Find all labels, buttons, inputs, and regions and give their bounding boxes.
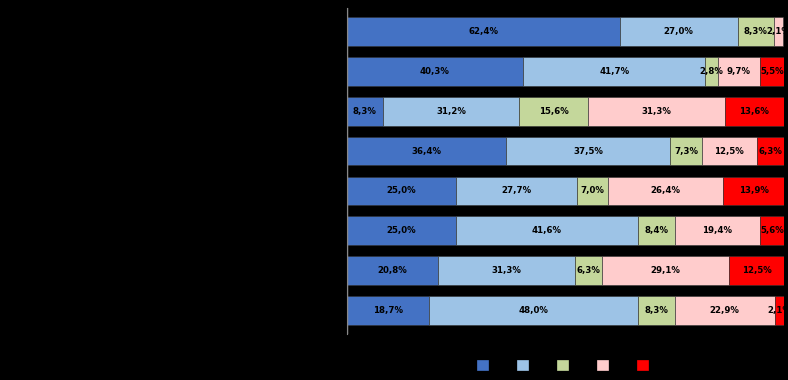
Text: 25,0%: 25,0%	[387, 187, 416, 195]
Bar	[347, 97, 383, 125]
Bar	[725, 97, 784, 125]
Bar	[383, 97, 519, 125]
Bar	[638, 217, 675, 245]
Bar	[608, 177, 723, 205]
Text: 19,4%: 19,4%	[702, 226, 732, 235]
Text: 48,0%: 48,0%	[519, 306, 548, 315]
Bar	[588, 97, 725, 125]
Bar	[347, 57, 523, 86]
Text: 8,3%: 8,3%	[353, 107, 377, 116]
Text: 25,0%: 25,0%	[387, 226, 416, 235]
Text: 2,1%: 2,1%	[767, 27, 788, 36]
Bar	[456, 217, 638, 245]
Text: 12,5%: 12,5%	[742, 266, 771, 275]
Bar	[347, 256, 437, 285]
Bar	[506, 137, 670, 165]
Bar	[347, 296, 429, 325]
Text: 8,3%: 8,3%	[645, 306, 668, 315]
Text: 13,6%: 13,6%	[739, 107, 769, 116]
Bar	[756, 137, 784, 165]
Text: 31,3%: 31,3%	[641, 107, 671, 116]
Text: 22,9%: 22,9%	[710, 306, 740, 315]
Text: 13,9%: 13,9%	[738, 187, 768, 195]
Text: 2,8%: 2,8%	[700, 67, 723, 76]
Text: 2,1%: 2,1%	[768, 306, 788, 315]
Text: 5,6%: 5,6%	[760, 226, 784, 235]
Bar	[760, 217, 784, 245]
Text: 8,4%: 8,4%	[645, 226, 668, 235]
Bar	[347, 217, 456, 245]
Bar	[730, 256, 784, 285]
Text: 8,3%: 8,3%	[744, 27, 768, 36]
Bar	[523, 57, 705, 86]
Bar	[347, 177, 456, 205]
Bar	[705, 57, 718, 86]
Bar	[775, 296, 784, 325]
Bar	[638, 296, 675, 325]
Bar	[675, 217, 760, 245]
Text: 15,6%: 15,6%	[539, 107, 568, 116]
Text: 6,3%: 6,3%	[576, 266, 600, 275]
Text: 20,8%: 20,8%	[377, 266, 407, 275]
Text: 40,3%: 40,3%	[420, 67, 450, 76]
Text: 36,4%: 36,4%	[411, 147, 441, 155]
Bar	[429, 296, 638, 325]
Text: 5,5%: 5,5%	[760, 67, 784, 76]
Bar	[670, 137, 702, 165]
Text: 26,4%: 26,4%	[651, 187, 681, 195]
Text: 31,2%: 31,2%	[437, 107, 466, 116]
Text: 12,5%: 12,5%	[714, 147, 744, 155]
Text: 62,4%: 62,4%	[468, 27, 498, 36]
Bar	[456, 177, 577, 205]
Legend: , , , , : , , , ,	[478, 360, 657, 370]
Text: 9,7%: 9,7%	[727, 67, 751, 76]
Text: 41,7%: 41,7%	[599, 67, 629, 76]
Bar	[602, 256, 730, 285]
Bar	[774, 17, 783, 46]
Bar	[577, 177, 608, 205]
Text: 27,7%: 27,7%	[502, 187, 532, 195]
Bar	[760, 57, 784, 86]
Bar	[702, 137, 756, 165]
Text: 27,0%: 27,0%	[663, 27, 693, 36]
Bar	[437, 256, 574, 285]
Bar	[723, 177, 784, 205]
Text: 31,3%: 31,3%	[491, 266, 521, 275]
Bar	[738, 17, 774, 46]
Text: 37,5%: 37,5%	[573, 147, 603, 155]
Bar	[675, 296, 775, 325]
Bar	[519, 97, 588, 125]
Bar	[619, 17, 738, 46]
Bar	[718, 57, 760, 86]
Text: 18,7%: 18,7%	[373, 306, 403, 315]
Text: 7,3%: 7,3%	[674, 147, 698, 155]
Bar	[574, 256, 602, 285]
Text: 29,1%: 29,1%	[651, 266, 681, 275]
Bar	[347, 137, 506, 165]
Text: 6,3%: 6,3%	[758, 147, 782, 155]
Bar	[347, 17, 619, 46]
Text: 7,0%: 7,0%	[581, 187, 604, 195]
Text: 41,6%: 41,6%	[532, 226, 562, 235]
